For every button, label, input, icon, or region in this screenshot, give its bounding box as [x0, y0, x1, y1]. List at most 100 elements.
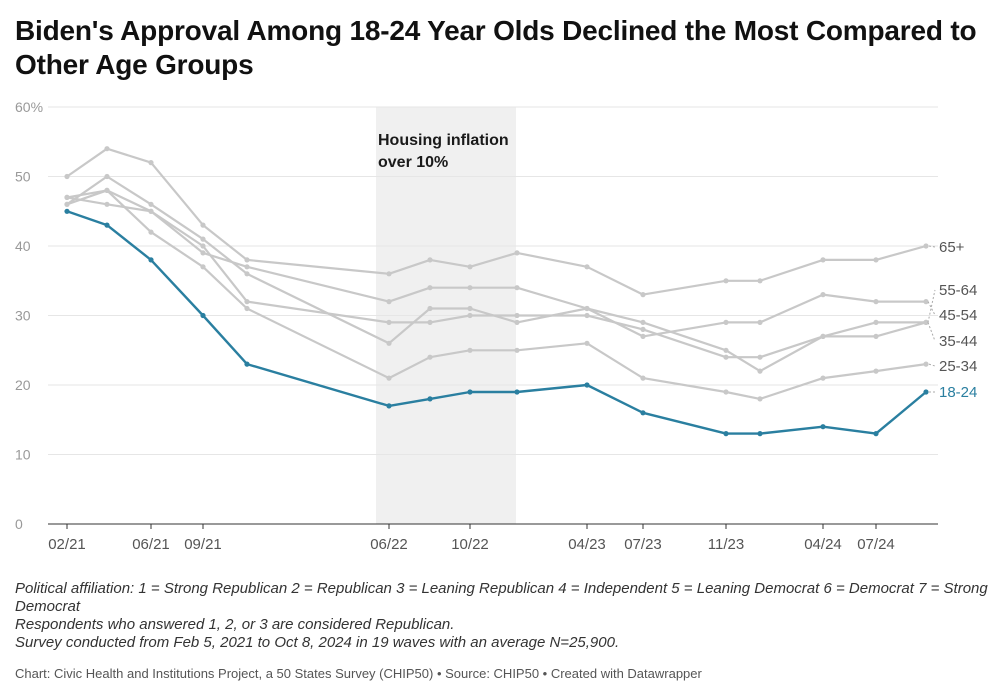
data-point-45-54	[200, 236, 206, 242]
data-point-25-34	[200, 264, 206, 270]
data-point-25-34	[584, 340, 590, 346]
x-tick-label: 06/22	[370, 536, 408, 553]
data-point-35-44	[723, 354, 729, 360]
series-label-18-24: 18-24	[939, 384, 977, 401]
gridlines: 0 10 20 30 40 50 60%	[15, 99, 938, 532]
data-point-65+	[244, 257, 250, 263]
data-point-35-44	[104, 201, 110, 207]
x-tick-label: 06/21	[132, 536, 170, 553]
note-survey-info: Survey conducted from Feb 5, 2021 to Oct…	[15, 634, 620, 651]
data-point-18-24	[64, 208, 70, 214]
series-label-65+: 65+	[939, 239, 965, 256]
data-point-45-54	[640, 333, 646, 339]
line-chart: Housing inflation over 10% 0 10 20 30 40 50 60%…	[15, 99, 977, 553]
series-line-25-34	[66, 189, 927, 400]
x-tick-label: 02/21	[48, 536, 86, 553]
data-point-25-34	[873, 368, 879, 374]
chart-notes: Political affiliation: 1 = Strong Republ…	[15, 580, 990, 652]
data-point-35-44	[64, 194, 70, 200]
series-line-35-44	[66, 196, 927, 359]
data-point-35-44	[148, 208, 154, 214]
data-point-18-24	[923, 389, 929, 395]
data-point-45-54	[873, 299, 879, 305]
data-point-65+	[820, 257, 826, 263]
data-point-65+	[873, 257, 879, 263]
y-tick-label: 30	[15, 308, 31, 324]
data-point-25-34	[64, 201, 70, 207]
data-point-65+	[584, 264, 590, 270]
data-point-25-34	[820, 375, 826, 381]
data-point-65+	[514, 250, 520, 256]
data-point-65+	[427, 257, 433, 263]
data-point-18-24	[640, 410, 646, 416]
data-point-55-64	[723, 347, 729, 353]
data-point-35-44	[640, 326, 646, 332]
data-point-45-54	[923, 299, 929, 305]
data-point-45-54	[427, 305, 433, 312]
x-tick-label: 07/24	[857, 536, 895, 553]
data-point-65+	[64, 173, 70, 180]
data-point-55-64	[757, 368, 763, 374]
data-point-18-24	[200, 312, 206, 319]
x-tick-label: 10/22	[451, 536, 489, 553]
label-leader-25-34	[928, 363, 936, 367]
data-point-45-54	[514, 319, 520, 325]
data-point-65+	[104, 146, 110, 152]
data-point-45-54	[386, 340, 392, 346]
data-point-25-34	[723, 389, 729, 395]
data-point-65+	[386, 271, 392, 277]
y-tick-label: 50	[15, 169, 31, 185]
data-point-25-34	[104, 187, 110, 193]
data-point-35-44	[244, 299, 250, 305]
shaded-region-label: over 10%	[378, 154, 448, 171]
series-label-35-44: 35-44	[939, 333, 977, 350]
data-point-35-44	[467, 312, 473, 319]
series-line-18-24	[66, 210, 927, 435]
label-leader-65+	[928, 245, 936, 248]
data-point-35-44	[386, 319, 392, 325]
data-point-18-24	[584, 382, 590, 388]
series-line-65+	[66, 147, 927, 296]
data-point-35-44	[873, 333, 879, 339]
data-point-25-34	[467, 347, 473, 353]
data-point-45-54	[467, 305, 473, 312]
data-point-25-34	[244, 305, 250, 312]
x-tick-label: 04/23	[568, 536, 606, 553]
data-point-18-24	[386, 403, 392, 409]
data-point-55-64	[244, 264, 250, 270]
axes: 02/21 06/21 09/21 06/22 10/22 04/23 07/23 11/23…	[48, 524, 895, 553]
series-label-45-54: 45-54	[939, 307, 977, 324]
label-leader-55-64	[927, 289, 936, 323]
x-tick-label: 04/24	[804, 536, 842, 553]
label-leader-35-44	[927, 322, 936, 342]
y-tick-label: 0	[15, 516, 23, 532]
data-point-25-34	[427, 354, 433, 360]
data-point-25-34	[923, 361, 929, 367]
chart-title: Biden's Approval Among 18-24 Year Olds D…	[15, 15, 977, 80]
data-point-18-24	[514, 389, 520, 395]
data-point-35-44	[584, 312, 590, 319]
data-point-45-54	[244, 271, 250, 277]
data-point-55-64	[514, 285, 520, 291]
y-tick-label: 20	[15, 377, 31, 393]
y-tick-label: 40	[15, 238, 31, 254]
data-point-65+	[723, 278, 729, 284]
data-point-55-64	[386, 299, 392, 305]
series-labels: 65+ 55-64 45-54 35-44 25-34 18-24	[927, 239, 977, 401]
note-republican-definition: Respondents who answered 1, 2, or 3 are …	[15, 616, 455, 633]
data-point-45-54	[148, 201, 154, 207]
data-point-65+	[200, 222, 206, 228]
data-point-25-34	[148, 229, 154, 235]
data-point-45-54	[104, 173, 110, 180]
data-point-18-24	[104, 222, 110, 228]
data-point-65+	[467, 264, 473, 270]
data-point-18-24	[757, 431, 763, 437]
chart-footer: Chart: Civic Health and Institutions Pro…	[15, 666, 702, 681]
series-line-55-64	[66, 189, 926, 373]
data-point-18-24	[467, 389, 473, 395]
data-point-65+	[923, 243, 929, 249]
data-point-55-64	[467, 285, 473, 291]
x-tick-label: 07/23	[624, 536, 662, 553]
label-leader-45-54	[927, 301, 936, 316]
x-tick-label: 11/23	[708, 536, 744, 553]
